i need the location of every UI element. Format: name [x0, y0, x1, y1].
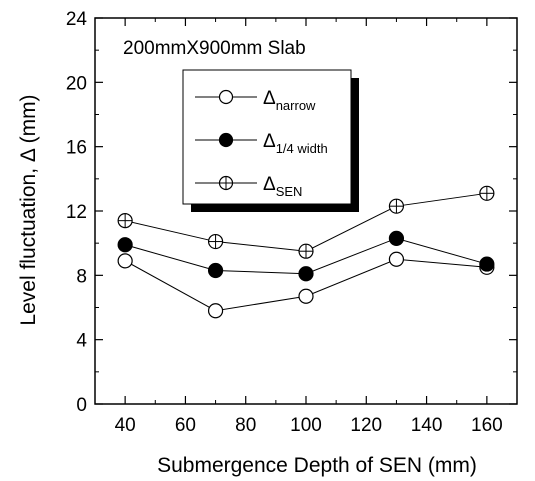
x-tick-label: 140 [411, 415, 443, 436]
y-tick-label: 8 [76, 266, 87, 287]
data-point [207, 233, 224, 250]
legend-box [182, 69, 352, 205]
data-point [207, 262, 224, 279]
legend-label: Δ1/4 width [263, 131, 328, 156]
y-tick-label: 24 [66, 9, 88, 30]
legend-label: Δnarrow [263, 88, 316, 113]
series-layer [117, 185, 495, 319]
data-point [207, 303, 224, 319]
y-tick-label: 12 [66, 202, 87, 223]
legend-subscript: narrow [276, 98, 316, 113]
y-tick-label: 0 [76, 395, 87, 416]
x-axis-label: Submergence Depth of SEN (mm) [157, 454, 477, 477]
data-point [117, 253, 133, 269]
data-point [388, 198, 405, 214]
legend-symbol: Δ [263, 131, 276, 152]
legend-symbol: Δ [263, 174, 276, 195]
y-tick-label: 16 [66, 138, 87, 159]
legend-item: Δnarrow [195, 88, 316, 113]
legend-subscript: 1/4 width [276, 141, 328, 156]
y-axis-label: Level fluctuation, Δ (mm) [17, 94, 40, 325]
data-point [117, 237, 133, 253]
legend-item: Δ1/4 width [195, 131, 328, 156]
x-tick-label: 60 [175, 415, 196, 436]
x-tick-label: 40 [115, 415, 136, 436]
legend-subscript: SEN [276, 184, 303, 199]
x-tick-label: 80 [235, 415, 256, 436]
data-point [388, 251, 405, 267]
data-point [298, 266, 314, 282]
y-tick-label: 4 [76, 331, 87, 352]
legend-symbol: Δ [263, 88, 276, 109]
legend-marker [218, 89, 234, 105]
x-tick-label: 160 [471, 415, 503, 436]
axes: 0 4 8 12 16 20 24 40 60 80 100 120 140 160 [66, 9, 518, 436]
data-point [479, 185, 495, 201]
series-2 [117, 185, 495, 259]
series-0 [117, 251, 495, 319]
data-point [298, 243, 314, 259]
legend-marker [218, 132, 234, 148]
series-1 [117, 230, 495, 282]
data-point [388, 230, 405, 246]
chart-annotation: 200mmX900mm Slab [123, 38, 306, 59]
data-point [479, 256, 495, 272]
data-point [117, 213, 133, 229]
legend-label: ΔSEN [263, 174, 302, 199]
x-tick-label: 120 [350, 415, 382, 436]
data-point [298, 288, 314, 304]
y-tick-label: 20 [66, 73, 87, 94]
legend-item: ΔSEN [195, 174, 302, 199]
x-tick-label: 100 [290, 415, 322, 436]
legend-marker [218, 175, 234, 191]
